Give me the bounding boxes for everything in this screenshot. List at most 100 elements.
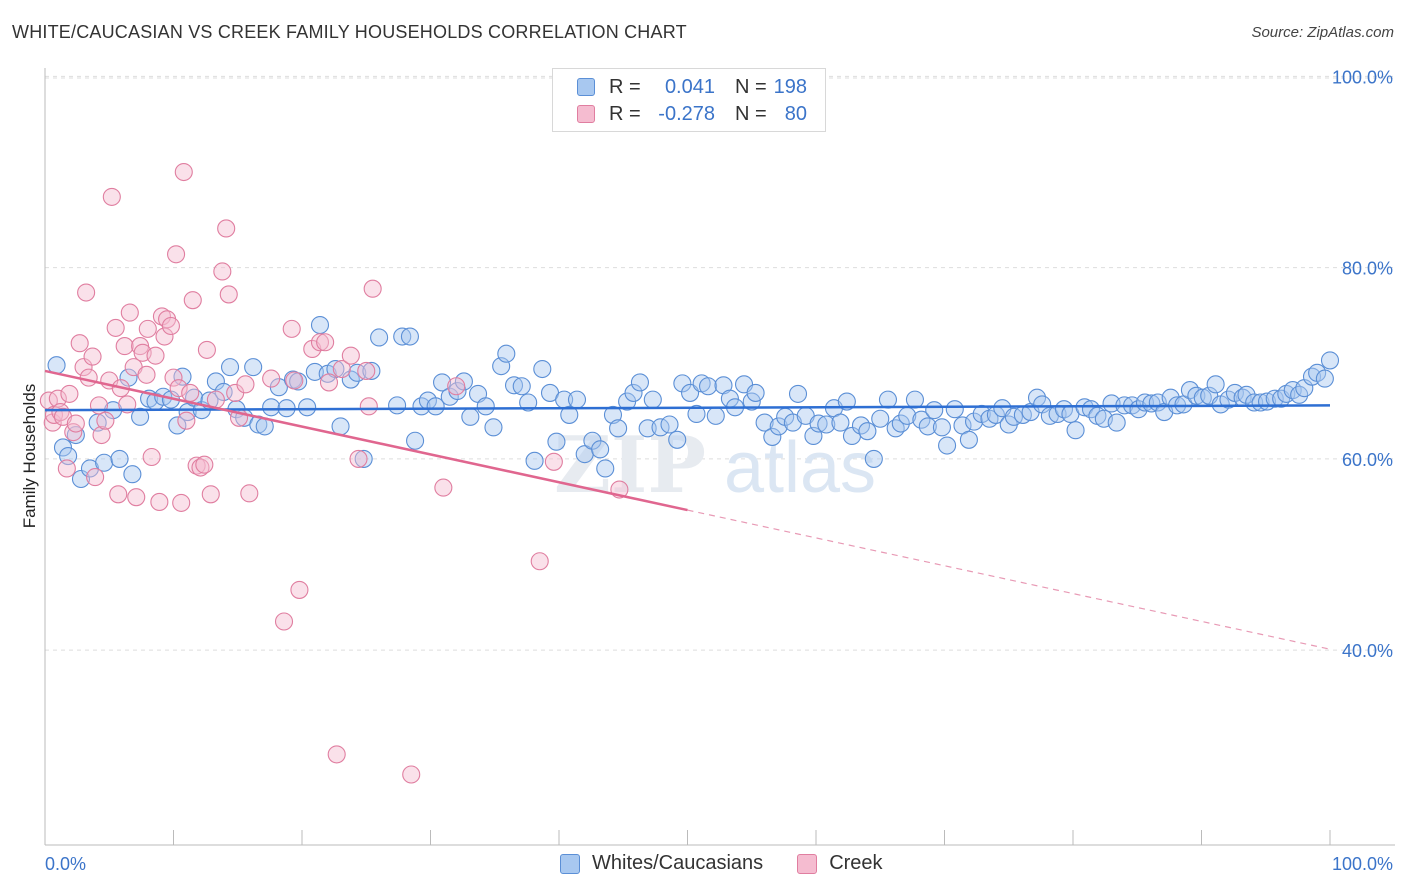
data-point-creek <box>544 452 563 471</box>
data-point-whites <box>525 451 544 470</box>
data-point-creek <box>177 411 196 430</box>
trendline-creek <box>44 369 688 512</box>
y-tick-label: 80.0% <box>1342 259 1393 279</box>
data-point-creek <box>164 368 183 387</box>
data-point-whites <box>817 415 836 434</box>
watermark-atlas: atlas <box>724 428 876 508</box>
data-point-creek <box>96 411 115 430</box>
data-point-creek <box>290 580 309 599</box>
data-point-creek <box>359 397 378 416</box>
data-point-creek <box>327 745 346 764</box>
data-point-whites <box>244 358 263 377</box>
data-point-creek <box>332 359 351 379</box>
data-point-whites <box>95 453 114 472</box>
data-point-whites <box>1237 385 1256 404</box>
x-tick-label: 0.0% <box>45 854 86 874</box>
data-point-creek <box>201 485 220 504</box>
data-point-whites <box>512 377 531 396</box>
data-point-creek <box>102 187 121 206</box>
data-point-whites <box>959 430 978 449</box>
data-point-whites <box>769 417 788 436</box>
series-legend-item-whites[interactable]: Whites/Caucasians <box>560 852 763 875</box>
data-point-whites <box>567 390 587 409</box>
data-point-creek <box>127 488 146 507</box>
data-point-whites <box>871 409 890 428</box>
data-point-whites <box>912 410 931 429</box>
data-point-whites <box>596 459 615 478</box>
data-point-whites <box>400 327 419 346</box>
data-point-whites <box>1265 389 1284 408</box>
data-point-creek <box>77 283 96 302</box>
data-point-whites <box>433 373 452 392</box>
data-point-whites <box>706 406 725 425</box>
data-point-creek <box>316 333 335 352</box>
data-point-creek <box>262 369 281 388</box>
data-point-creek <box>310 333 330 352</box>
data-point-whites <box>1206 375 1225 394</box>
data-point-creek <box>142 447 161 467</box>
data-point-whites <box>341 370 360 389</box>
data-point-creek <box>137 365 156 384</box>
data-point-whites <box>461 407 480 426</box>
trendline-creek-extension <box>687 509 1331 650</box>
legend-r-value-creek: -0.278 <box>658 102 715 125</box>
data-point-whites <box>965 412 984 431</box>
series-swatch-whites <box>560 853 580 874</box>
data-point-whites <box>1142 394 1161 413</box>
data-point-whites <box>687 404 706 424</box>
data-point-whites <box>891 414 910 433</box>
data-point-creek <box>363 279 382 298</box>
data-point-whites <box>858 422 877 441</box>
data-point-whites <box>53 438 73 457</box>
data-point-creek <box>169 379 188 398</box>
data-point-creek <box>285 371 304 390</box>
series-legend-item-creek[interactable]: Creek <box>797 852 883 875</box>
data-point-creek <box>447 377 466 396</box>
data-point-whites <box>603 405 623 424</box>
data-point-whites <box>370 328 389 347</box>
data-point-whites <box>630 373 650 392</box>
data-point-creek <box>66 414 85 433</box>
legend-n-label: N = <box>735 75 767 98</box>
data-point-creek <box>174 162 193 182</box>
data-point-whites <box>763 427 782 446</box>
data-point-whites <box>220 358 240 377</box>
series-label-whites: Whites/Caucasians <box>592 852 764 874</box>
data-point-whites <box>298 398 317 417</box>
data-point-whites <box>1219 390 1238 409</box>
chart-title: WHITE/CAUCASIAN VS CREEK FAMILY HOUSEHOL… <box>12 22 687 42</box>
data-point-whites <box>497 344 516 363</box>
data-point-whites <box>809 414 828 433</box>
trendline-whites <box>44 404 1331 412</box>
legend-r-value-whites: 0.041 <box>664 75 715 98</box>
data-point-creek <box>219 285 238 304</box>
data-point-whites <box>673 374 692 393</box>
data-point-whites <box>393 327 412 346</box>
data-point-whites <box>591 440 610 459</box>
data-point-whites <box>609 419 628 438</box>
data-point-creek <box>57 459 76 478</box>
data-point-creek <box>161 316 180 336</box>
data-point-creek <box>51 403 70 422</box>
data-point-whites <box>925 401 944 420</box>
data-point-creek <box>138 319 157 338</box>
data-point-whites <box>831 413 850 432</box>
data-point-whites <box>1004 407 1023 426</box>
data-point-whites <box>1315 369 1334 388</box>
data-point-creek <box>48 389 67 408</box>
data-point-creek <box>282 319 301 338</box>
data-point-creek <box>195 455 214 474</box>
data-point-whites <box>1320 351 1340 370</box>
data-point-whites <box>643 390 662 409</box>
legend-n-value-whites: 198 <box>773 75 807 98</box>
data-point-whites <box>362 361 381 380</box>
data-point-creek <box>106 318 125 337</box>
legend-n-label: N = <box>735 102 767 125</box>
data-point-creek <box>197 340 216 359</box>
data-point-whites <box>331 417 350 436</box>
data-point-whites <box>945 400 964 419</box>
x-tick-label: 100.0% <box>1332 854 1393 874</box>
data-point-whites <box>932 418 951 437</box>
data-point-creek <box>402 765 421 784</box>
